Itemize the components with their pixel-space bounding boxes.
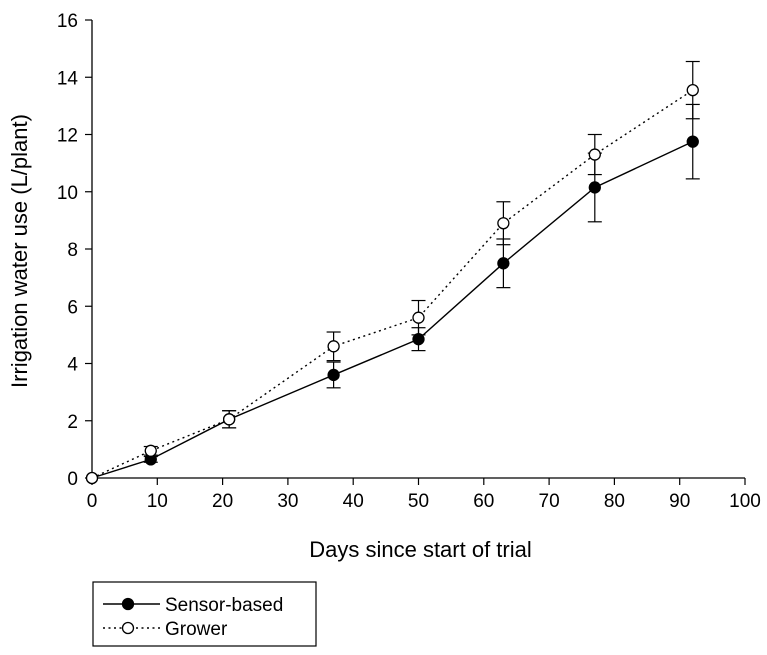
- axes: [91, 20, 745, 479]
- x-tick-label: 60: [473, 491, 494, 512]
- y-tick-label: 16: [57, 11, 78, 32]
- x-tick-label: 70: [539, 491, 560, 512]
- x-tick-label: 10: [147, 491, 168, 512]
- x-tick-label: 50: [408, 491, 429, 512]
- x-axis-title: Days since start of trial: [309, 537, 532, 562]
- y-tick-label: 12: [57, 126, 78, 147]
- y-tick-label: 0: [67, 469, 78, 490]
- series-grower: [91, 60, 700, 479]
- legend-marker-grower: [121, 621, 135, 635]
- data-point-grower: [327, 340, 340, 353]
- x-tick-label: 0: [87, 491, 98, 512]
- x-tick-label: 90: [669, 491, 690, 512]
- y-tick-label: 6: [67, 297, 78, 318]
- x-tick-label: 20: [212, 491, 233, 512]
- x-tick-label: 100: [729, 491, 761, 512]
- x-axis-ticks: 0 10 20 30 40 50 60 70 80 90 100: [87, 478, 761, 512]
- data-point-grower: [144, 444, 157, 457]
- data-point-grower: [222, 413, 236, 426]
- legend-marker-sensor-based: [121, 597, 135, 611]
- series-line-sensor-based: [91, 141, 694, 479]
- series-line-grower: [91, 89, 694, 479]
- data-point-sensor-based: [412, 333, 425, 346]
- data-point-sensor-based: [497, 257, 510, 270]
- series-layer: [85, 60, 700, 485]
- markers-sensor-based: [85, 135, 699, 485]
- legend-entries: [103, 597, 160, 635]
- data-point-grower: [85, 471, 99, 485]
- x-tick-label: 30: [277, 491, 298, 512]
- y-tick-label: 10: [57, 183, 78, 204]
- markers-grower: [85, 83, 699, 485]
- legend-box: [92, 581, 317, 647]
- y-tick-label: 14: [57, 68, 79, 89]
- data-point-grower: [412, 311, 425, 324]
- y-tick-label: 8: [67, 240, 78, 261]
- y-tick-label: 4: [67, 355, 78, 376]
- data-point-grower: [497, 217, 510, 230]
- data-point-sensor-based: [686, 135, 699, 148]
- y-axis-ticks: 0 2 4 6 8 10 12 14 16: [57, 11, 92, 490]
- y-axis-title: Irrigation water use (L/plant): [7, 114, 32, 388]
- series-sensor-based: [91, 103, 700, 479]
- data-point-sensor-based: [327, 368, 340, 382]
- x-tick-label: 40: [343, 491, 364, 512]
- x-tick-label: 80: [604, 491, 625, 512]
- data-point-sensor-based: [588, 181, 601, 194]
- legend-label-grower: Grower: [165, 619, 228, 640]
- data-point-grower: [588, 148, 601, 161]
- data-point-grower: [686, 83, 699, 97]
- legend-label-sensor-based: Sensor-based: [165, 595, 283, 616]
- legend: Sensor-based Grower: [92, 581, 317, 647]
- y-tick-label: 2: [67, 412, 78, 433]
